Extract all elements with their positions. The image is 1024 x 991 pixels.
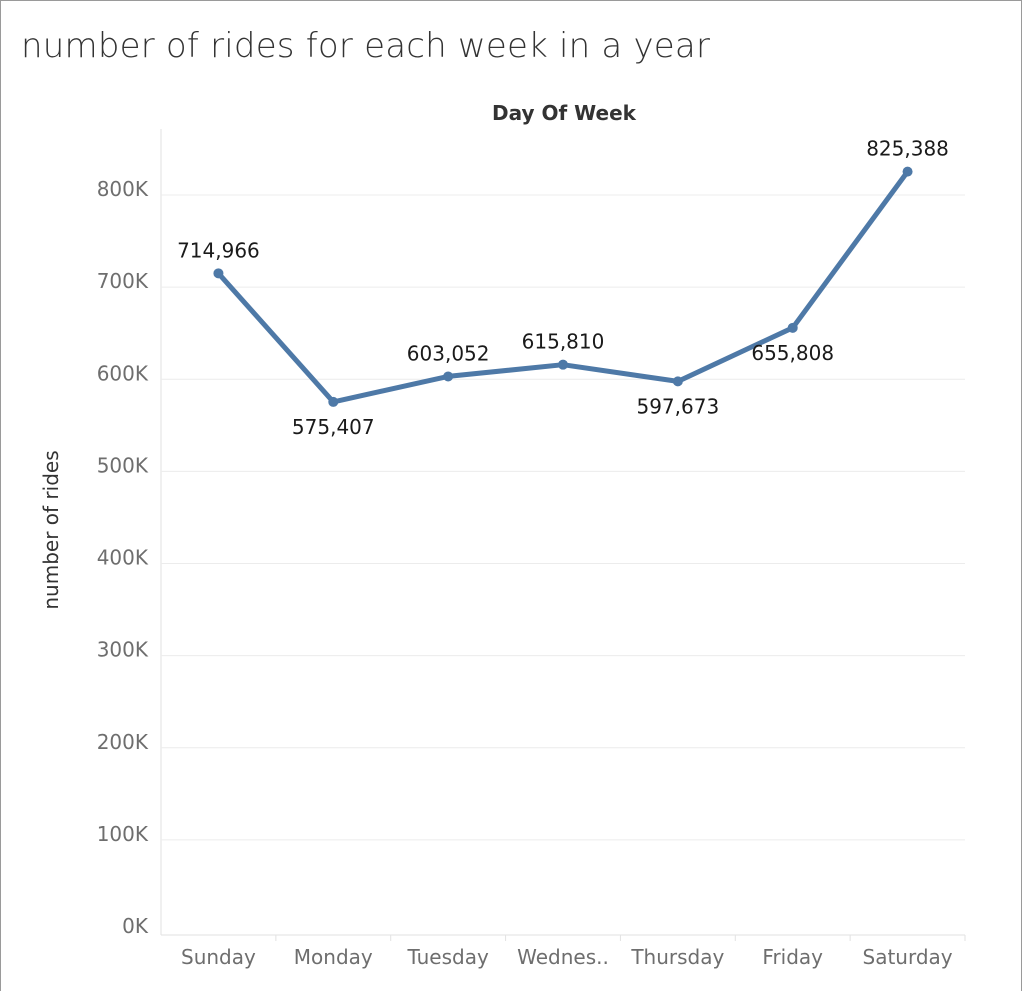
x-tick-label: Sunday [181, 945, 256, 969]
data-label: 597,673 [636, 394, 719, 418]
y-tick-label: 400K [97, 546, 149, 570]
data-label: 655,808 [751, 341, 834, 365]
x-tick-label: Wednes.. [517, 945, 609, 969]
x-axis-ticks: Sunday Monday Tuesday Wednes.. Thursday Frida… [181, 935, 966, 969]
data-label: 575,407 [292, 415, 375, 439]
data-point [558, 359, 568, 370]
x-tick-label: Tuesday [406, 945, 489, 969]
x-tick-label: Friday [762, 945, 823, 969]
data-label: 825,388 [866, 137, 949, 161]
y-tick-label: 300K [97, 638, 149, 662]
data-point [443, 371, 454, 382]
x-tick-label: Monday [294, 945, 373, 969]
x-tick-label: Thursday [630, 945, 724, 969]
data-label: 603,052 [407, 341, 490, 365]
y-tick-label: 0K [122, 914, 149, 938]
data-point [213, 268, 224, 279]
data-labels: 714,966 575,407 603,052 615,810 597,673 655,8… [177, 137, 949, 439]
data-point [787, 322, 798, 333]
data-point [902, 166, 913, 177]
y-tick-label: 700K [97, 269, 149, 293]
data-points [213, 166, 913, 407]
gridlines [161, 194, 965, 841]
y-tick-label: 800K [97, 177, 149, 201]
data-point [328, 396, 339, 407]
y-axis-title: number of rides [39, 450, 63, 609]
y-tick-label: 100K [97, 822, 149, 846]
data-label: 615,810 [522, 330, 605, 354]
y-tick-label: 500K [97, 453, 149, 477]
y-tick-label: 600K [97, 361, 149, 385]
x-tick-label: Saturday [863, 945, 953, 969]
column-header-title: Day Of Week [492, 101, 637, 125]
data-label: 714,966 [177, 238, 260, 262]
chart-title: number of rides for each week in a year [21, 26, 711, 66]
y-axis-ticks: 0K 100K 200K 300K 400K 500K 600K 700K 800K [97, 177, 149, 938]
y-tick-label: 200K [97, 730, 149, 754]
data-point [672, 376, 683, 387]
